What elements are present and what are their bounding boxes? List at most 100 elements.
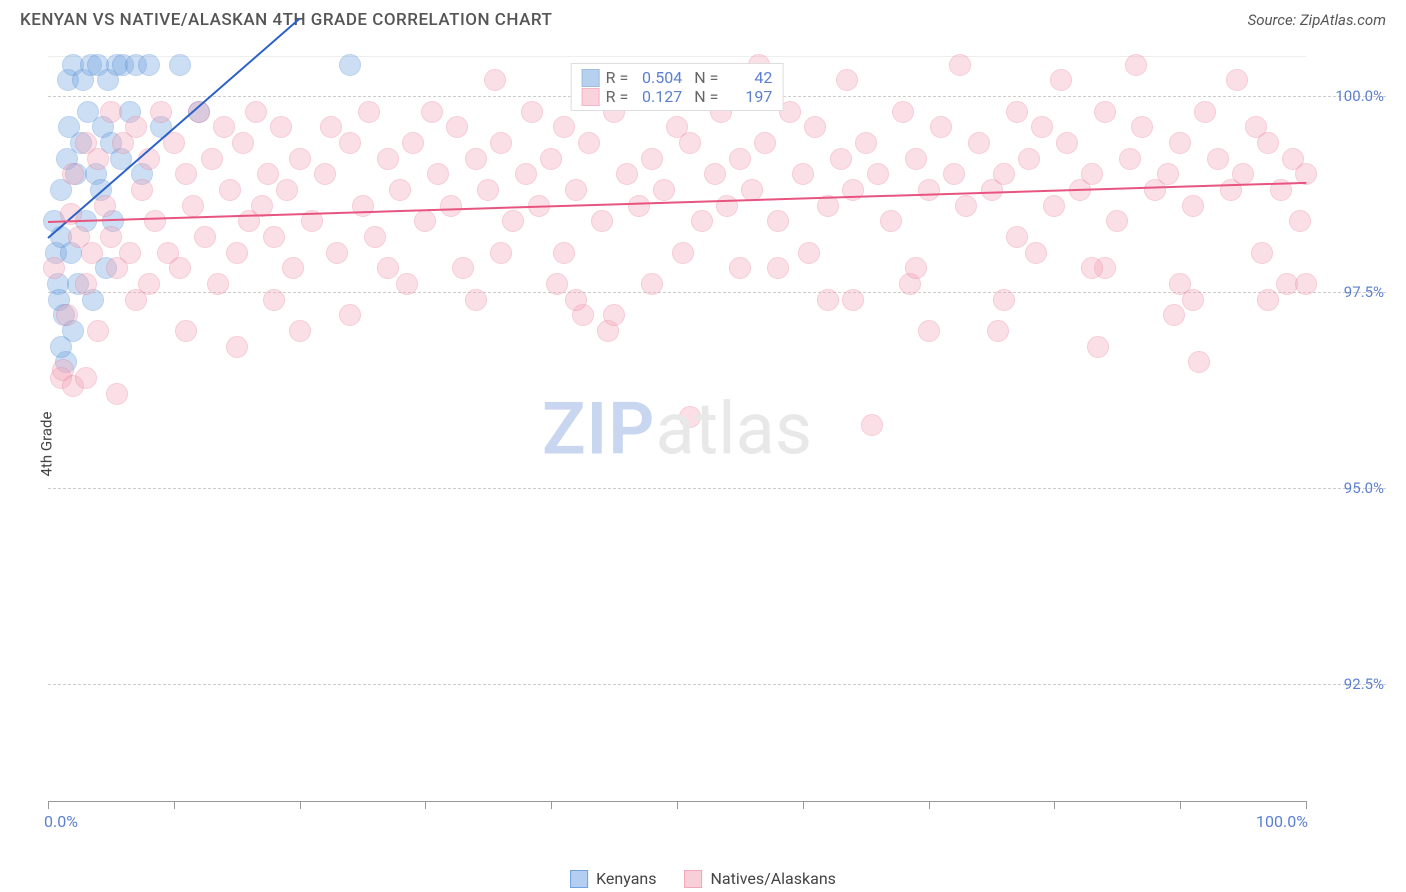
data-point (1119, 148, 1141, 170)
data-point (1295, 273, 1317, 295)
data-point (131, 179, 153, 201)
data-point (169, 257, 191, 279)
data-point (75, 273, 97, 295)
data-point (289, 320, 311, 342)
data-point (830, 148, 852, 170)
data-point (679, 406, 701, 428)
data-point (653, 179, 675, 201)
data-point (1125, 54, 1147, 76)
data-point (1081, 163, 1103, 185)
x-tick (1054, 801, 1055, 809)
data-point (150, 101, 172, 123)
data-point (704, 163, 726, 185)
data-point (490, 242, 512, 264)
gridline (48, 488, 1386, 489)
legend-swatch (582, 69, 600, 87)
data-point (905, 257, 927, 279)
data-point (100, 101, 122, 123)
watermark-zip: ZIP (542, 387, 655, 472)
data-point (106, 383, 128, 405)
plot-area: ZIPatlas R =0.504N =42R =0.127N =197 100… (48, 56, 1306, 802)
data-point (1043, 195, 1065, 217)
data-point (352, 195, 374, 217)
data-point (515, 163, 537, 185)
data-point (219, 179, 241, 201)
data-point (414, 210, 436, 232)
data-point (993, 289, 1015, 311)
data-point (421, 101, 443, 123)
data-point (213, 116, 235, 138)
data-point (50, 336, 72, 358)
data-point (1056, 132, 1078, 154)
x-tick (1306, 801, 1307, 809)
data-point (546, 273, 568, 295)
data-point (729, 148, 751, 170)
legend-swatch (582, 88, 600, 106)
legend-series-item: Kenyans (570, 869, 656, 888)
chart-title: KENYAN VS NATIVE/ALASKAN 4TH GRADE CORRE… (20, 10, 552, 30)
data-point (43, 257, 65, 279)
data-point (628, 195, 650, 217)
data-point (1188, 351, 1210, 373)
data-point (1006, 101, 1028, 123)
data-point (565, 179, 587, 201)
data-point (553, 116, 575, 138)
legend-series-label: Kenyans (596, 869, 656, 888)
x-tick (425, 801, 426, 809)
data-point (490, 132, 512, 154)
data-point (1157, 163, 1179, 185)
legend-correlation: R =0.504N =42R =0.127N =197 (571, 63, 784, 111)
y-tick-label: 95.0% (1314, 479, 1384, 497)
data-point (396, 273, 418, 295)
legend-r-label: R = (606, 87, 629, 106)
data-point (1050, 69, 1072, 91)
data-point (1289, 210, 1311, 232)
data-point (1094, 101, 1116, 123)
data-point (81, 242, 103, 264)
data-point (553, 242, 575, 264)
data-point (339, 54, 361, 76)
data-point (955, 195, 977, 217)
legend-r-value: 0.127 (634, 87, 682, 106)
data-point (226, 242, 248, 264)
data-point (968, 132, 990, 154)
data-point (100, 226, 122, 248)
x-tick (300, 801, 301, 809)
data-point (867, 163, 889, 185)
data-point (1018, 148, 1040, 170)
data-point (138, 273, 160, 295)
y-tick-label: 100.0% (1314, 87, 1384, 105)
x-tick-label: 0.0% (44, 812, 78, 831)
data-point (565, 289, 587, 311)
data-point (56, 304, 78, 326)
data-point (1163, 304, 1185, 326)
plot-wrap: 4th Grade ZIPatlas R =0.504N =42R =0.127… (48, 56, 1386, 832)
data-point (1257, 132, 1279, 154)
legend-n-label: N = (694, 87, 718, 106)
data-point (943, 163, 965, 185)
data-point (1207, 148, 1229, 170)
data-point (1106, 210, 1128, 232)
watermark-atlas: atlas (655, 387, 812, 472)
data-point (182, 195, 204, 217)
data-point (465, 148, 487, 170)
legend-n-value: 197 (724, 87, 772, 106)
legend-swatch (570, 870, 588, 888)
source-label: Source: ZipAtlas.com (1248, 11, 1386, 29)
data-point (377, 257, 399, 279)
x-tick (803, 801, 804, 809)
data-point (358, 101, 380, 123)
data-point (861, 414, 883, 436)
data-point (1169, 132, 1191, 154)
data-point (201, 148, 223, 170)
data-point (339, 304, 361, 326)
data-point (477, 179, 499, 201)
data-point (1081, 257, 1103, 279)
data-point (691, 210, 713, 232)
legend-r-label: R = (606, 68, 629, 87)
data-point (641, 273, 663, 295)
data-point (245, 101, 267, 123)
data-point (1194, 101, 1216, 123)
data-point (767, 210, 789, 232)
data-point (175, 163, 197, 185)
